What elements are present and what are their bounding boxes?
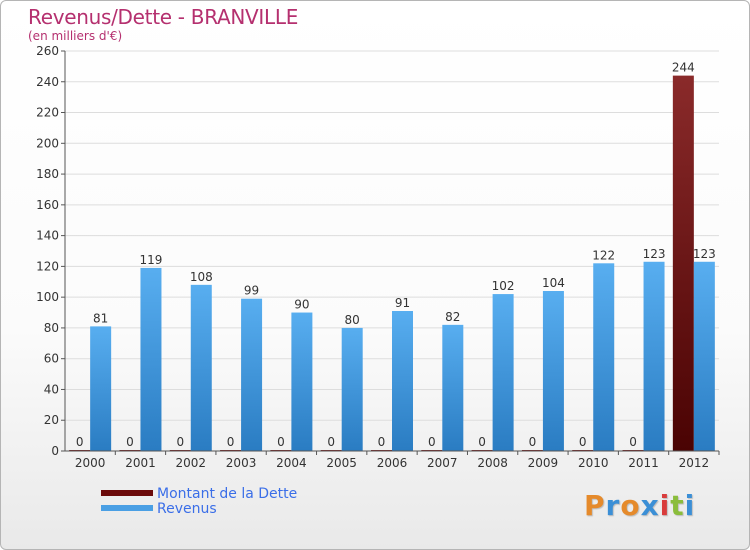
value-label-dette: 0: [176, 435, 184, 449]
x-tick-label: 2000: [75, 456, 106, 470]
logo-letter: i: [659, 489, 671, 522]
bar-revenus: [593, 263, 615, 451]
value-label-dette: 0: [327, 435, 335, 449]
chart-subtitle: (en milliers d'€): [28, 29, 123, 43]
logo-letter: r: [605, 489, 621, 522]
value-label-dette: 0: [76, 435, 84, 449]
x-tick-label: 2012: [679, 456, 710, 470]
y-tick-label: 60: [44, 352, 59, 366]
bar-revenus: [693, 261, 715, 451]
y-tick-label: 100: [36, 290, 59, 304]
bar-revenus: [643, 261, 665, 451]
x-tick-label: 2003: [226, 456, 257, 470]
y-tick-label: 240: [36, 75, 59, 89]
bar-revenus: [90, 326, 112, 451]
bar-revenus: [492, 294, 514, 451]
bar-revenus: [442, 324, 464, 451]
logo-letter: x: [640, 489, 660, 522]
x-axis: 2000 2001 2002 2003 2004 2005 2006 2007 2008 2009…: [65, 450, 720, 470]
proxiti-logo: Proxiti: [584, 489, 695, 522]
x-tick-label: 2008: [477, 456, 508, 470]
y-tick-label: 180: [36, 167, 59, 181]
x-tick-label: 2006: [377, 456, 408, 470]
y-tick-label: 80: [44, 321, 59, 335]
logo-letter: o: [620, 489, 641, 522]
x-tick-label: 2005: [326, 456, 357, 470]
y-tick-label: 40: [44, 382, 59, 396]
value-label-dette: 0: [579, 435, 587, 449]
x-tick-label: 2011: [628, 456, 659, 470]
value-label-revenus: 90: [294, 298, 309, 312]
bar-revenus: [542, 291, 564, 451]
value-label-dette: 0: [478, 435, 486, 449]
x-tick-label: 2002: [175, 456, 206, 470]
value-label-revenus: 80: [345, 313, 360, 327]
value-label-dette: 0: [277, 435, 285, 449]
value-label-dette: 0: [529, 435, 537, 449]
value-label-dette: 0: [378, 435, 386, 449]
logo-letter: i: [684, 489, 696, 522]
bar-dette: [672, 75, 694, 451]
value-label-revenus: 108: [190, 270, 213, 284]
value-label-dette: 0: [629, 435, 637, 449]
value-label-revenus: 99: [244, 284, 259, 298]
value-label-dette: 244: [672, 61, 695, 75]
value-label-dette: 0: [227, 435, 235, 449]
legend-swatch-revenus: [101, 505, 153, 511]
x-tick-label: 2007: [427, 456, 458, 470]
bar-revenus: [392, 311, 413, 451]
y-tick-label: 200: [36, 136, 59, 150]
y-tick-label: 0: [51, 444, 59, 458]
value-label-dette: 0: [126, 435, 134, 449]
x-tick-label: 2001: [125, 456, 156, 470]
x-tick-label: 2010: [578, 456, 609, 470]
value-label-dette: 0: [428, 435, 436, 449]
value-label-revenus: 104: [542, 276, 565, 290]
chart-title: Revenus/Dette - BRANVILLE: [28, 5, 299, 29]
bar-revenus: [341, 327, 363, 451]
x-tick-label: 2009: [528, 456, 559, 470]
bar-revenus: [241, 298, 263, 451]
bar-revenus: [291, 312, 313, 451]
legend-swatch-dette: [101, 490, 153, 496]
y-tick-label: 140: [36, 229, 59, 243]
y-tick-label: 220: [36, 106, 59, 120]
legend-label-dette: Montant de la Dette: [157, 486, 298, 502]
value-label-revenus: 119: [140, 253, 163, 267]
logo-letter: t: [670, 489, 685, 522]
bar-revenus: [140, 267, 162, 451]
y-tick-label: 20: [44, 413, 59, 427]
logo-letter: P: [584, 489, 606, 522]
value-label-revenus: 82: [445, 310, 460, 324]
y-tick-label: 260: [36, 44, 59, 58]
y-axis: 0 20 40 60 80 100 120 140 160 180 200 220 240 260: [36, 44, 66, 458]
x-tick-label: 2004: [276, 456, 307, 470]
bar-revenus: [190, 284, 212, 451]
value-label-revenus: 123: [643, 247, 666, 261]
value-label-revenus: 81: [93, 311, 108, 325]
value-label-revenus: 122: [592, 248, 615, 262]
value-label-revenus: 91: [395, 296, 410, 310]
value-label-revenus: 102: [492, 279, 515, 293]
y-tick-label: 120: [36, 259, 59, 273]
y-tick-label: 160: [36, 198, 59, 212]
value-label-revenus: 123: [693, 247, 716, 261]
bars: 0 81 0 119 0 108 0 99 0 90 0 80 0 91 0 82 0 102 0 104 0 122 0 1…: [69, 61, 716, 451]
legend-label-revenus: Revenus: [157, 501, 217, 517]
